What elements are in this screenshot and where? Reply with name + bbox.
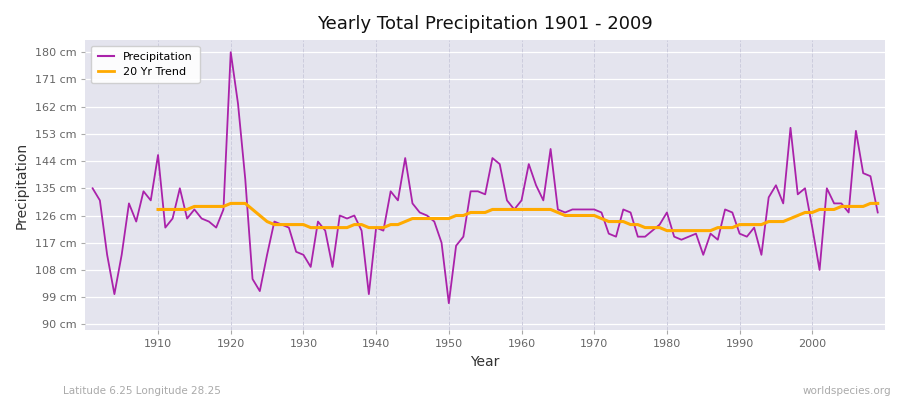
X-axis label: Year: Year — [471, 355, 500, 369]
Title: Yearly Total Precipitation 1901 - 2009: Yearly Total Precipitation 1901 - 2009 — [318, 15, 653, 33]
Legend: Precipitation, 20 Yr Trend: Precipitation, 20 Yr Trend — [91, 46, 200, 84]
Text: Latitude 6.25 Longitude 28.25: Latitude 6.25 Longitude 28.25 — [63, 386, 220, 396]
Y-axis label: Precipitation: Precipitation — [15, 142, 29, 229]
Text: worldspecies.org: worldspecies.org — [803, 386, 891, 396]
